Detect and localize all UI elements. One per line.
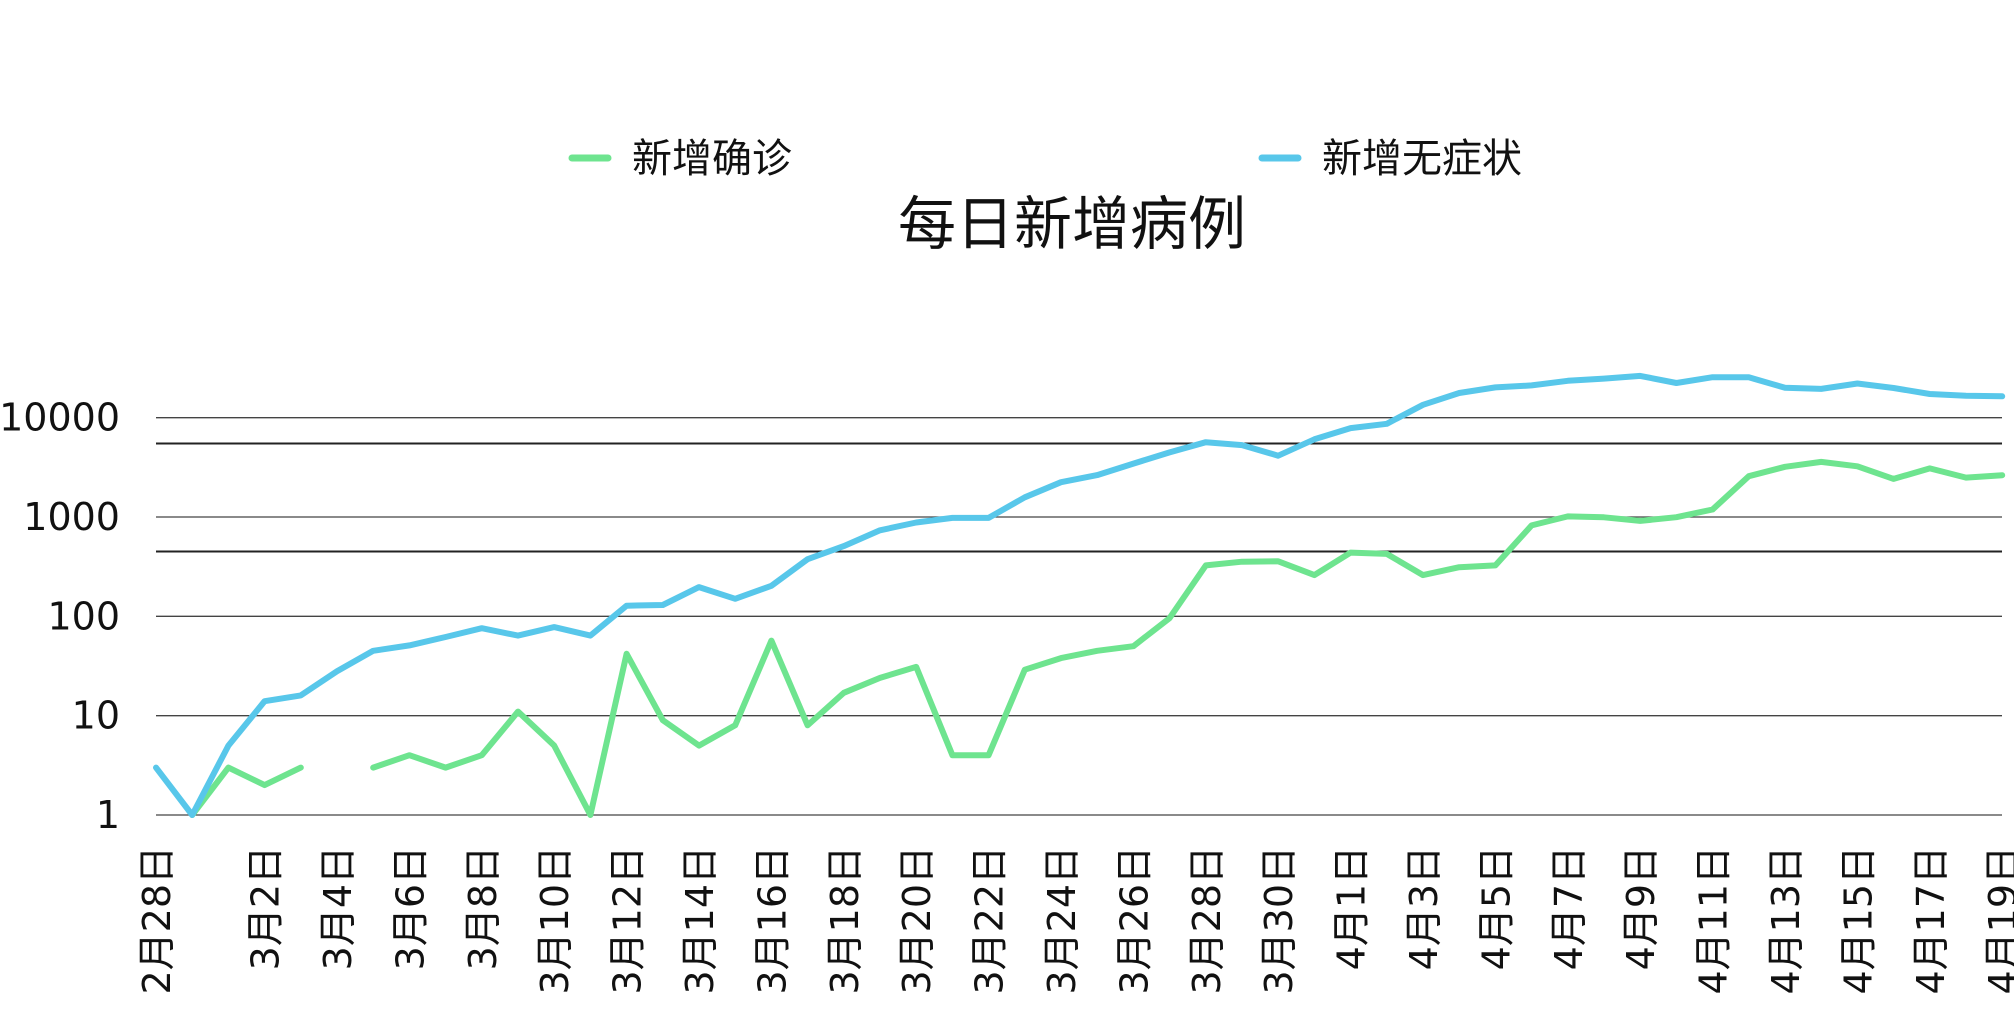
series-line-confirmed-segment-0 — [189, 764, 304, 818]
x-tick-label: 4月9日 — [1619, 846, 1663, 970]
x-tick: 4月13日 — [1764, 846, 1808, 995]
series-line-confirmed-segment-1 — [370, 458, 2006, 818]
x-tick: 3月8日 — [461, 846, 505, 970]
x-tick-label: 3月26日 — [1112, 846, 1156, 995]
x-tick: 2月28日 — [135, 846, 179, 995]
x-tick-label: 4月1日 — [1330, 846, 1374, 970]
legend-label-confirmed: 新增确诊 — [632, 136, 792, 182]
x-tick-label: 4月7日 — [1547, 846, 1591, 970]
x-tick: 4月3日 — [1402, 846, 1446, 970]
x-tick: 3月18日 — [823, 846, 867, 995]
x-tick-label: 3月12日 — [606, 846, 650, 995]
x-tick: 4月11日 — [1692, 846, 1736, 995]
x-tick: 3月4日 — [316, 846, 360, 970]
x-tick: 4月7日 — [1547, 846, 1591, 970]
x-tick: 3月22日 — [968, 846, 1012, 995]
x-tick: 4月1日 — [1330, 846, 1374, 970]
chart-title: 每日新增病例 — [898, 190, 1246, 258]
x-tick: 3月26日 — [1112, 846, 1156, 995]
x-tick-label: 4月17日 — [1909, 846, 1953, 995]
x-tick: 3月6日 — [388, 846, 432, 970]
x-axis-ticks: 2月28日 3月2日 3月4日 3月6日 3月8日 3月10日 3月12日 3月14日 3月16… — [135, 846, 2014, 995]
x-tick: 3月30日 — [1257, 846, 1301, 995]
x-tick-label: 4月15日 — [1836, 846, 1880, 995]
x-tick: 3月14日 — [678, 846, 722, 995]
y-tick-label: 1 — [96, 793, 120, 837]
x-tick-label: 4月3日 — [1402, 846, 1446, 970]
x-tick: 3月28日 — [1185, 846, 1229, 995]
x-tick-label: 3月22日 — [968, 846, 1012, 995]
x-tick-label: 3月30日 — [1257, 846, 1301, 995]
x-tick-label: 3月20日 — [895, 846, 939, 995]
x-tick-label: 4月5日 — [1474, 846, 1518, 970]
series-layer — [153, 372, 2006, 818]
x-tick: 3月10日 — [533, 846, 577, 995]
y-axis-ticks: 1 10 100 1000 10000 — [0, 396, 120, 837]
x-tick: 3月12日 — [606, 846, 650, 995]
y-tick-label: 10000 — [0, 396, 120, 440]
x-tick-label: 3月2日 — [244, 846, 288, 970]
legend-label-asymptomatic: 新增无症状 — [1322, 136, 1522, 182]
x-tick-label: 4月13日 — [1764, 846, 1808, 995]
x-tick: 3月16日 — [750, 846, 794, 995]
x-tick-label: 3月14日 — [678, 846, 722, 995]
x-tick: 3月2日 — [244, 846, 288, 970]
y-tick-label: 100 — [47, 594, 120, 638]
x-tick-label: 3月6日 — [388, 846, 432, 970]
x-tick: 4月5日 — [1474, 846, 1518, 970]
x-tick: 4月19日 — [1981, 846, 2014, 995]
x-tick-label: 3月8日 — [461, 846, 505, 970]
x-tick: 3月24日 — [1040, 846, 1084, 995]
x-tick: 3月20日 — [895, 846, 939, 995]
x-tick-label: 4月11日 — [1692, 846, 1736, 995]
series-line-asymptomatic-segment-0 — [153, 372, 2006, 818]
x-tick-label: 3月28日 — [1185, 846, 1229, 995]
x-tick-label: 2月28日 — [135, 846, 179, 995]
x-tick: 4月17日 — [1909, 846, 1953, 995]
legend: 新增确诊 新增无症状 — [568, 136, 1522, 182]
x-tick-label: 3月4日 — [316, 846, 360, 970]
x-tick: 4月9日 — [1619, 846, 1663, 970]
x-tick-label: 3月16日 — [750, 846, 794, 995]
gridlines — [156, 417, 2002, 816]
x-tick-label: 3月18日 — [823, 846, 867, 995]
y-tick-label: 10 — [72, 694, 120, 738]
x-tick: 4月15日 — [1836, 846, 1880, 995]
x-tick-label: 3月24日 — [1040, 846, 1084, 995]
x-tick-label: 3月10日 — [533, 846, 577, 995]
x-tick-label: 4月19日 — [1981, 846, 2014, 995]
y-tick-label: 1000 — [23, 495, 120, 539]
